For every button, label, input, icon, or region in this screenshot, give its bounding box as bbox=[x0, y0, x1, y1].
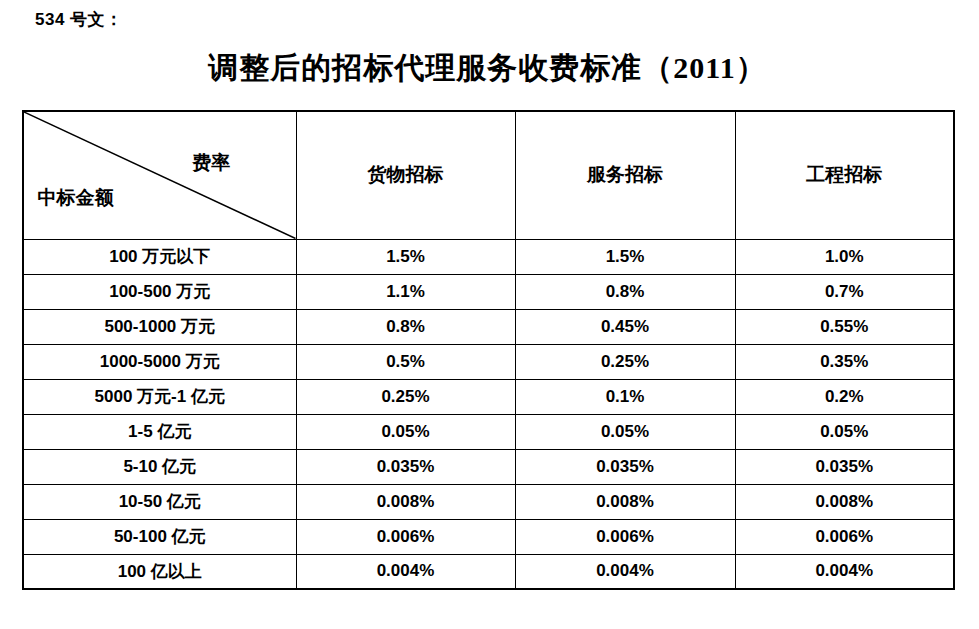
rate-value: 0.004% bbox=[515, 554, 735, 589]
diagonal-divider-line bbox=[24, 112, 296, 239]
row-label: 1-5 亿元 bbox=[23, 414, 296, 449]
rate-value: 1.0% bbox=[735, 239, 954, 274]
rate-value: 0.25% bbox=[296, 379, 515, 414]
rate-value: 0.25% bbox=[515, 344, 735, 379]
table-row: 50-100 亿元 0.006% 0.006% 0.006% bbox=[23, 519, 954, 554]
rate-value: 0.45% bbox=[515, 309, 735, 344]
table-row: 5000 万元-1 亿元 0.25% 0.1% 0.2% bbox=[23, 379, 954, 414]
rate-value: 0.035% bbox=[515, 449, 735, 484]
row-label: 100-500 万元 bbox=[23, 274, 296, 309]
row-label: 1000-5000 万元 bbox=[23, 344, 296, 379]
rate-value: 0.7% bbox=[735, 274, 954, 309]
table-row: 5-10 亿元 0.035% 0.035% 0.035% bbox=[23, 449, 954, 484]
row-label: 100 万元以下 bbox=[23, 239, 296, 274]
diagonal-corner-cell: 费率 中标金额 bbox=[23, 111, 296, 239]
column-header-goods: 货物招标 bbox=[296, 111, 515, 239]
rate-value: 0.006% bbox=[296, 519, 515, 554]
rate-value: 0.2% bbox=[735, 379, 954, 414]
table-header-row: 费率 中标金额 货物招标 服务招标 工程招标 bbox=[23, 111, 954, 239]
rate-value: 0.55% bbox=[735, 309, 954, 344]
rate-value: 0.5% bbox=[296, 344, 515, 379]
document-page: 534 号文： 调整后的招标代理服务收费标准（2011） 费率 中标金额 货物招… bbox=[0, 0, 979, 629]
rate-value: 0.05% bbox=[735, 414, 954, 449]
row-label: 100 亿以上 bbox=[23, 554, 296, 589]
fee-standard-table: 费率 中标金额 货物招标 服务招标 工程招标 100 万元以下 1.5% 1.5… bbox=[22, 110, 955, 590]
rate-value: 0.035% bbox=[735, 449, 954, 484]
column-header-works: 工程招标 bbox=[735, 111, 954, 239]
rate-value: 0.008% bbox=[296, 484, 515, 519]
rate-value: 0.006% bbox=[515, 519, 735, 554]
row-label: 50-100 亿元 bbox=[23, 519, 296, 554]
rate-value: 0.35% bbox=[735, 344, 954, 379]
table-row: 10-50 亿元 0.008% 0.008% 0.008% bbox=[23, 484, 954, 519]
corner-amount-label: 中标金额 bbox=[38, 185, 114, 211]
rate-value: 0.008% bbox=[735, 484, 954, 519]
rate-value: 0.008% bbox=[515, 484, 735, 519]
table-row: 1000-5000 万元 0.5% 0.25% 0.35% bbox=[23, 344, 954, 379]
row-label: 10-50 亿元 bbox=[23, 484, 296, 519]
corner-rate-label: 费率 bbox=[192, 150, 230, 176]
table-row: 100 万元以下 1.5% 1.5% 1.0% bbox=[23, 239, 954, 274]
table-row: 100-500 万元 1.1% 0.8% 0.7% bbox=[23, 274, 954, 309]
rate-value: 0.8% bbox=[515, 274, 735, 309]
page-title: 调整后的招标代理服务收费标准（2011） bbox=[22, 48, 953, 89]
row-label: 500-1000 万元 bbox=[23, 309, 296, 344]
rate-value: 0.1% bbox=[515, 379, 735, 414]
column-header-services: 服务招标 bbox=[515, 111, 735, 239]
rate-value: 1.5% bbox=[296, 239, 515, 274]
table-row: 100 亿以上 0.004% 0.004% 0.004% bbox=[23, 554, 954, 589]
rate-value: 1.5% bbox=[515, 239, 735, 274]
row-label: 5000 万元-1 亿元 bbox=[23, 379, 296, 414]
table-row: 1-5 亿元 0.05% 0.05% 0.05% bbox=[23, 414, 954, 449]
rate-value: 1.1% bbox=[296, 274, 515, 309]
rate-value: 0.004% bbox=[735, 554, 954, 589]
rate-value: 0.05% bbox=[515, 414, 735, 449]
table-row: 500-1000 万元 0.8% 0.45% 0.55% bbox=[23, 309, 954, 344]
rate-value: 0.006% bbox=[735, 519, 954, 554]
rate-value: 0.05% bbox=[296, 414, 515, 449]
rate-value: 0.035% bbox=[296, 449, 515, 484]
row-label: 5-10 亿元 bbox=[23, 449, 296, 484]
rate-value: 0.004% bbox=[296, 554, 515, 589]
document-reference-number: 534 号文： bbox=[35, 8, 123, 31]
rate-value: 0.8% bbox=[296, 309, 515, 344]
